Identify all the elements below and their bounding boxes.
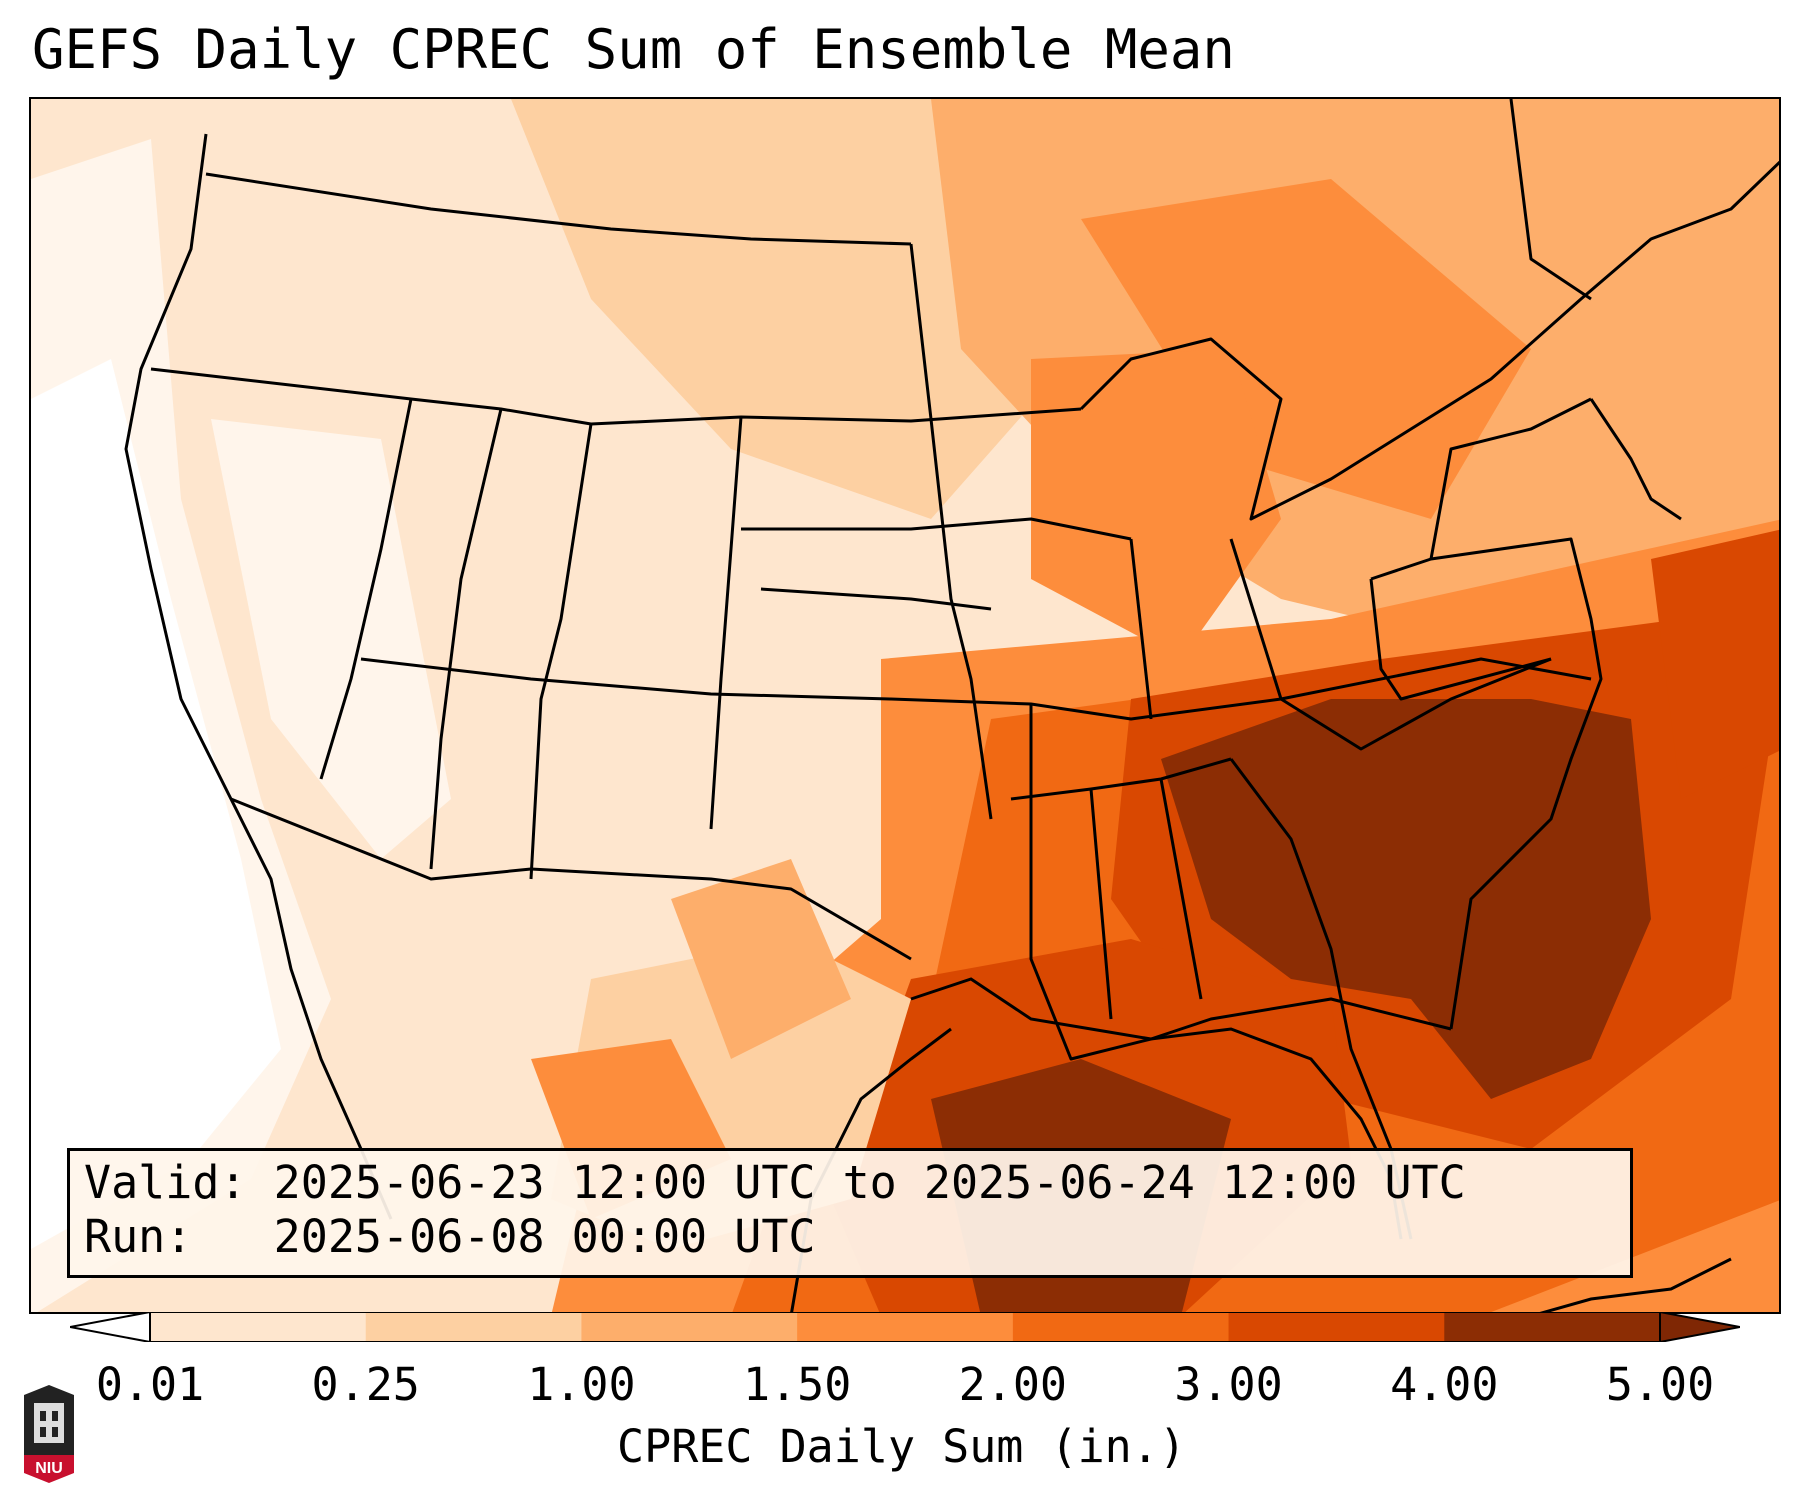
colorbar-tick-label: 5.00 xyxy=(1605,1358,1715,1411)
niu-logo: NIU xyxy=(20,1385,78,1483)
colorbar-tick-label: 3.00 xyxy=(1174,1358,1283,1411)
valid-run-infobox: Valid: 2025-06-23 12:00 UTC to 2025-06-2… xyxy=(67,1148,1633,1278)
colorbar-segment xyxy=(581,1312,798,1342)
map-title: GEFS Daily CPREC Sum of Ensemble Mean xyxy=(32,18,1235,81)
valid-value: 2025-06-23 12:00 UTC to 2025-06-24 12:00… xyxy=(273,1156,1466,1209)
colorbar-segment xyxy=(150,1312,367,1342)
colorbar-tick-label: 0.01 xyxy=(95,1358,205,1411)
colorbar-segment xyxy=(1012,1312,1230,1342)
colorbar-segments xyxy=(149,1312,1661,1342)
colorbar-tick-label: 1.00 xyxy=(527,1358,636,1411)
colorbar-over-arrow xyxy=(1659,1312,1740,1342)
run-value: 2025-06-08 00:00 UTC xyxy=(273,1210,816,1263)
colorbar-frame xyxy=(149,1312,1661,1342)
valid-label: Valid: xyxy=(84,1156,247,1209)
precip-map xyxy=(29,97,1781,1314)
logo-text: NIU xyxy=(35,1460,63,1477)
colorbar-tick-label: 2.00 xyxy=(958,1358,1068,1411)
colorbar-tick-label: 4.00 xyxy=(1390,1358,1499,1411)
niu-logo-icon: NIU xyxy=(24,1385,74,1483)
colorbar-segment xyxy=(797,1312,1014,1342)
colorbar xyxy=(70,1312,1740,1342)
colorbar-tick-label: 1.50 xyxy=(742,1358,852,1411)
colorbar-label: CPREC Daily Sum (in.) xyxy=(617,1420,1186,1473)
colorbar-tick-label: 0.25 xyxy=(311,1358,420,1411)
colorbar-under-arrow xyxy=(70,1312,151,1342)
colorbar-segment xyxy=(1444,1312,1661,1342)
precip-field xyxy=(31,99,1779,1312)
run-label: Run: xyxy=(84,1210,193,1263)
state-boundaries xyxy=(124,99,1779,1240)
colorbar-segment xyxy=(365,1312,582,1342)
colorbar-segment xyxy=(1228,1312,1445,1342)
